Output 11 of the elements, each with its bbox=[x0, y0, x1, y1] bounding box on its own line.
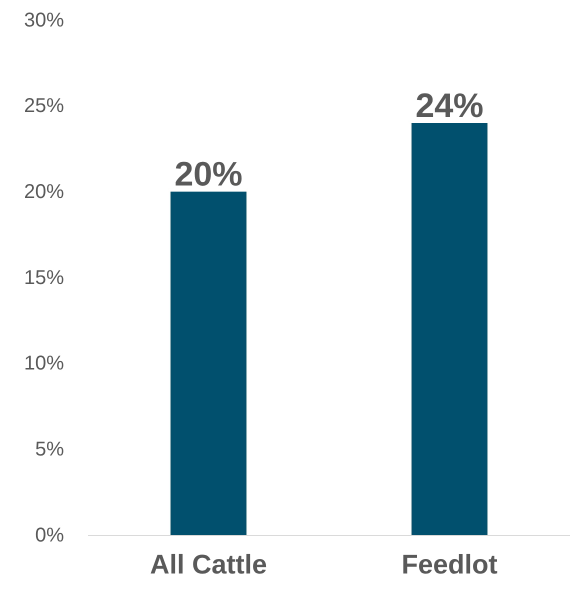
y-tick-label: 10% bbox=[24, 352, 64, 375]
y-tick-label: 30% bbox=[24, 9, 64, 32]
data-label: 20% bbox=[174, 156, 243, 194]
x-tick-label: All Cattle bbox=[150, 549, 268, 580]
y-tick-label: 0% bbox=[35, 524, 64, 546]
y-tick-label: 20% bbox=[24, 181, 64, 204]
y-tick-label: 5% bbox=[35, 438, 64, 461]
data-label: 24% bbox=[415, 87, 484, 125]
y-tick-label: 15% bbox=[24, 266, 64, 289]
x-tick-label: Feedlot bbox=[401, 549, 498, 580]
y-tick-label: 25% bbox=[24, 95, 64, 118]
